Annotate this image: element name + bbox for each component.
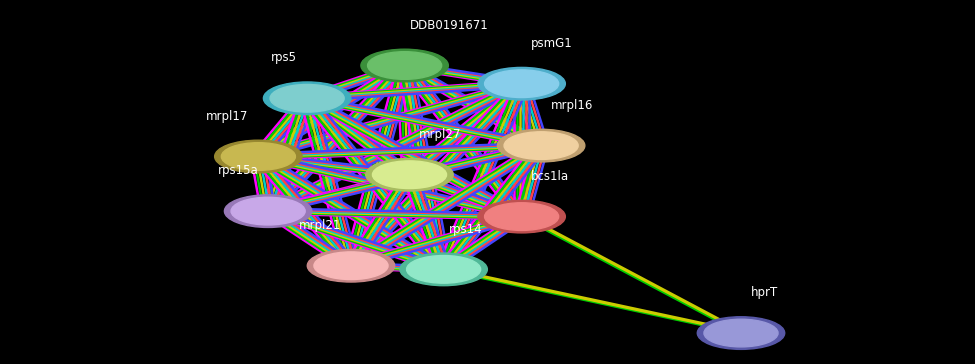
Circle shape <box>221 143 295 170</box>
Text: mrpl16: mrpl16 <box>551 99 593 112</box>
Text: hprT: hprT <box>751 286 778 299</box>
Circle shape <box>361 49 448 82</box>
Circle shape <box>697 317 785 349</box>
Text: rps5: rps5 <box>271 51 297 64</box>
Circle shape <box>485 70 559 98</box>
Circle shape <box>478 67 566 100</box>
Circle shape <box>270 84 344 112</box>
Circle shape <box>504 132 578 159</box>
Circle shape <box>497 129 585 162</box>
Circle shape <box>400 253 488 286</box>
Text: bcs1la: bcs1la <box>531 170 569 183</box>
Circle shape <box>368 52 442 79</box>
Text: DDB0191671: DDB0191671 <box>410 19 488 32</box>
Circle shape <box>407 256 481 283</box>
Text: rps15a: rps15a <box>217 164 258 177</box>
Circle shape <box>307 249 395 282</box>
Text: mrpl17: mrpl17 <box>207 110 249 123</box>
Text: mrpl21: mrpl21 <box>299 219 341 232</box>
Circle shape <box>704 319 778 347</box>
Circle shape <box>366 158 453 191</box>
Text: rps14: rps14 <box>448 222 482 236</box>
Circle shape <box>214 140 302 173</box>
Circle shape <box>224 195 312 228</box>
Text: mrpl27: mrpl27 <box>419 128 461 141</box>
Circle shape <box>314 252 388 280</box>
Circle shape <box>485 203 559 230</box>
Circle shape <box>263 82 351 115</box>
Circle shape <box>478 200 566 233</box>
Text: psmG1: psmG1 <box>531 37 573 50</box>
Circle shape <box>231 197 305 225</box>
Circle shape <box>372 161 447 189</box>
